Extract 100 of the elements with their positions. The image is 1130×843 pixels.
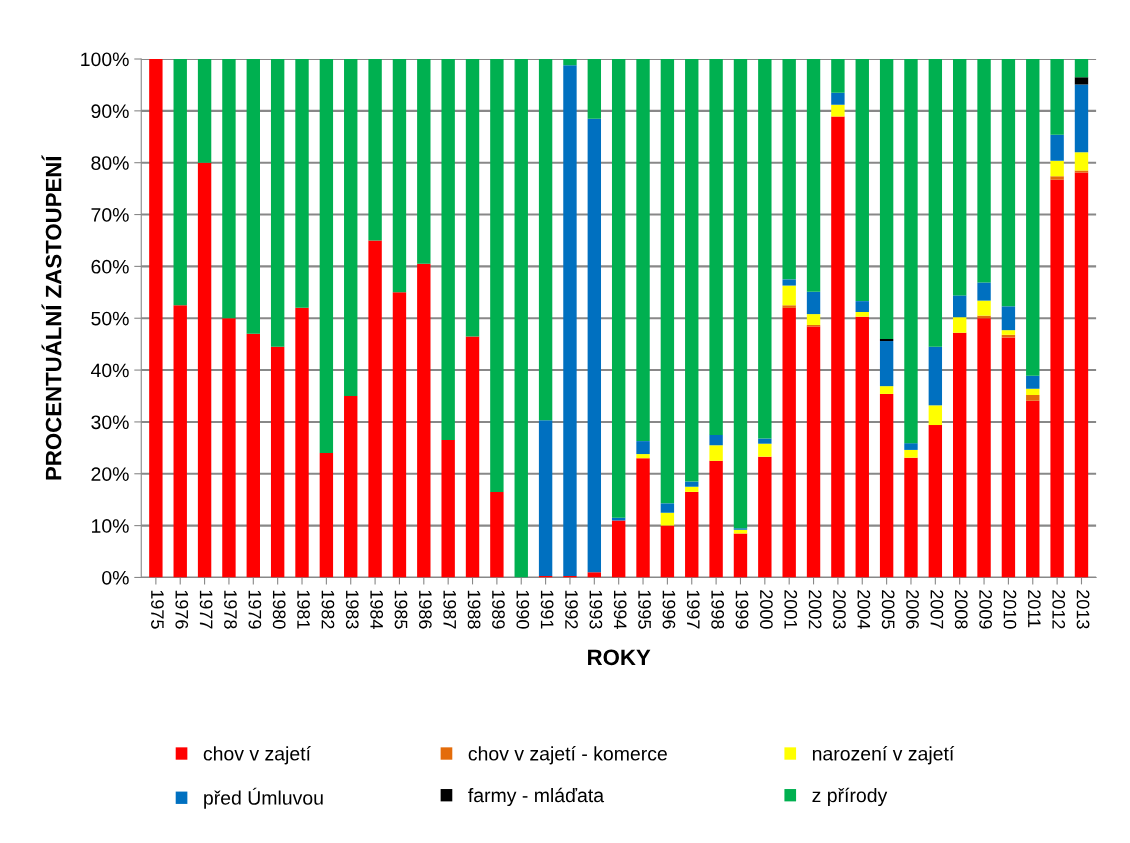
bar	[879, 59, 894, 339]
y-tick-label: 60%	[91, 259, 129, 274]
bar	[806, 291, 821, 315]
x-tick-label: 1991	[540, 590, 554, 629]
bar	[246, 59, 260, 334]
x-tick-label: 1985	[394, 590, 408, 629]
bar	[465, 59, 480, 337]
bar	[465, 336, 480, 578]
x-axis-title: ROKY	[588, 649, 651, 666]
bar	[222, 318, 236, 578]
x-tick-label: 2006	[906, 590, 919, 629]
bar	[928, 346, 943, 406]
x-tick-label: 1995	[638, 590, 651, 629]
bar	[928, 405, 943, 426]
bar	[587, 59, 602, 119]
x-tick-label: 1981	[297, 590, 310, 629]
x-tick-label: 1980	[272, 590, 286, 629]
bar	[270, 59, 285, 347]
bar	[611, 520, 626, 578]
x-tick-label: 2004	[857, 590, 871, 629]
bar	[709, 445, 723, 461]
bar	[879, 338, 894, 342]
bar	[904, 443, 918, 450]
x-tick-label: 2003	[833, 590, 846, 629]
bar	[149, 59, 163, 578]
bar	[758, 456, 772, 578]
bar	[806, 59, 821, 292]
bar	[758, 438, 772, 444]
bar	[733, 533, 748, 578]
bar	[879, 341, 894, 387]
bar	[1074, 59, 1089, 78]
bar	[855, 316, 869, 578]
bar	[295, 307, 309, 578]
legend-label: před Úmluvou	[204, 787, 323, 809]
x-tick-label: 1998	[711, 590, 725, 629]
bar	[685, 481, 699, 487]
bar	[538, 59, 553, 421]
bar	[831, 92, 845, 105]
bar	[660, 59, 675, 504]
bar	[1074, 84, 1089, 153]
y-tick-label: 0%	[102, 570, 129, 585]
x-tick-label: 1976	[175, 590, 189, 629]
bar	[1050, 176, 1064, 180]
bar	[904, 59, 918, 444]
bar	[417, 59, 431, 264]
bar	[952, 295, 967, 318]
y-tick-label: 80%	[91, 156, 129, 170]
y-tick-label: 90%	[91, 104, 129, 119]
bar	[709, 460, 723, 578]
bar	[368, 59, 382, 241]
bar	[685, 59, 699, 482]
bar	[904, 449, 918, 458]
bar	[782, 279, 796, 286]
bar	[1050, 179, 1064, 578]
bar	[270, 346, 285, 578]
y-tick-label: 30%	[91, 415, 129, 430]
bar	[660, 512, 675, 526]
x-tick-label: 1992	[565, 590, 578, 629]
bar	[1026, 400, 1040, 578]
y-tick-label: 70%	[91, 208, 129, 222]
bar	[1074, 172, 1089, 578]
bar	[1001, 306, 1016, 331]
bar	[563, 59, 577, 66]
bar	[636, 441, 650, 455]
bar	[1026, 59, 1040, 376]
y-axis-title: PROCENTUÁLNÍ ZASTOUPENÍ	[41, 154, 62, 480]
bar	[295, 59, 309, 308]
x-tick-label: 2008	[954, 590, 968, 629]
x-tick-label: 1987	[443, 590, 457, 629]
bar	[246, 333, 260, 578]
x-tick-label: 1975	[151, 590, 164, 629]
bar	[319, 59, 334, 454]
y-tick-label: 100%	[81, 52, 129, 67]
x-tick-label: 1979	[248, 590, 262, 629]
bar	[879, 386, 894, 394]
bar	[660, 503, 675, 513]
y-tick-label: 20%	[91, 467, 129, 481]
x-tick-label: 1989	[492, 590, 505, 629]
bar	[1074, 152, 1089, 171]
bar	[392, 59, 407, 293]
x-tick-label: 1977	[199, 590, 213, 629]
bar	[1001, 337, 1016, 578]
x-tick-label: 2013	[1076, 590, 1090, 629]
bar	[904, 457, 918, 578]
bar	[197, 59, 212, 163]
bar	[1001, 330, 1016, 335]
bar	[514, 59, 528, 578]
bar	[879, 393, 894, 578]
bar	[1026, 375, 1040, 389]
bar	[368, 240, 382, 578]
bar	[636, 454, 650, 459]
bar	[344, 396, 358, 578]
bar	[1050, 134, 1064, 161]
legend-label: chov v zajetí	[203, 746, 311, 765]
bar	[782, 305, 796, 308]
x-tick-label: 1994	[613, 590, 627, 629]
x-tick-label: 1978	[224, 590, 237, 629]
bar	[538, 420, 553, 576]
bar	[490, 59, 504, 492]
bar	[1050, 59, 1064, 135]
